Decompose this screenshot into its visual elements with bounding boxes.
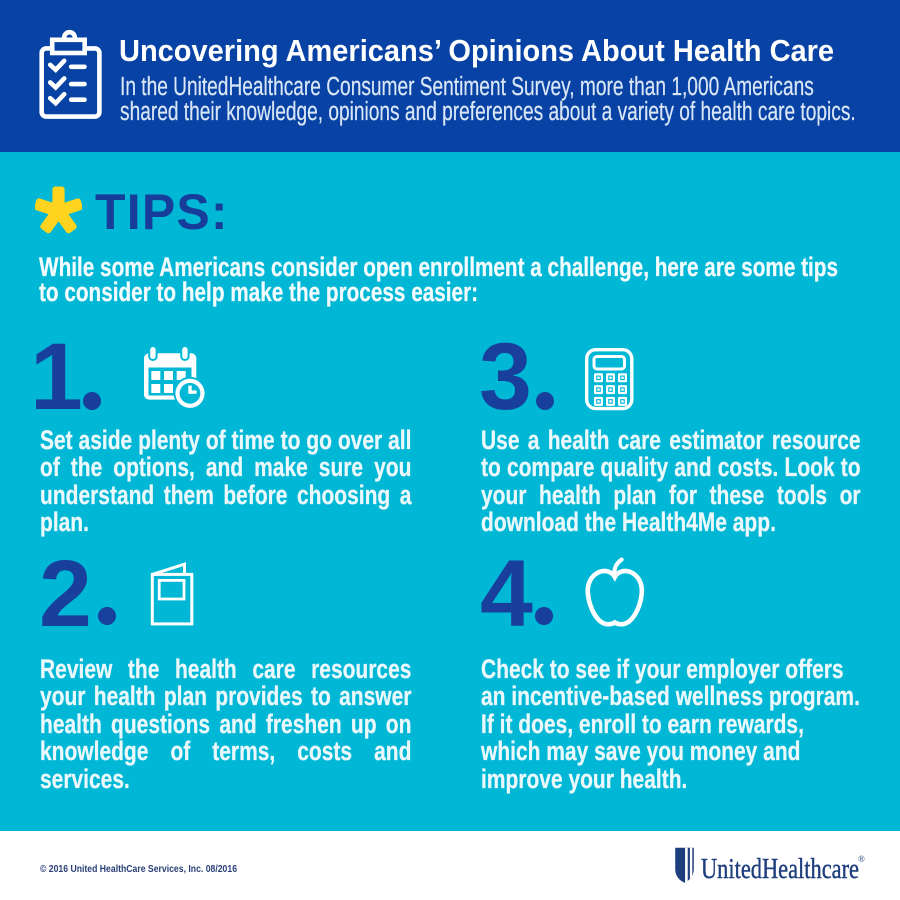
- svg-text:UnitedHealthcare: UnitedHealthcare: [701, 853, 859, 885]
- svg-text:®: ®: [858, 854, 865, 864]
